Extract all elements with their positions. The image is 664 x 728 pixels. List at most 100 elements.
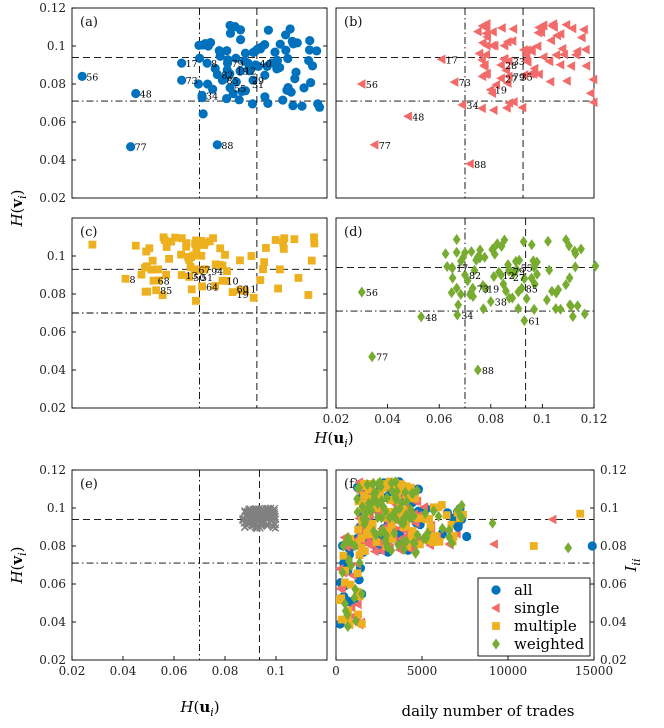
data-point-multiple — [422, 515, 431, 524]
data-point-weighted — [387, 485, 396, 497]
y-tick-label: 0.1 — [47, 501, 66, 515]
data-point — [248, 75, 258, 85]
point-label: 51 — [201, 273, 213, 284]
data-point — [212, 140, 222, 150]
x-axis-title-bottom-left: H(ui) — [179, 698, 219, 719]
y-tick-label: 0.08 — [39, 77, 66, 91]
data-point-single — [335, 584, 345, 594]
data-point — [567, 23, 577, 34]
y-tick-label-right: 0.1 — [600, 501, 619, 515]
data-point — [230, 22, 240, 32]
data-point-multiple — [415, 540, 424, 549]
data-point — [306, 78, 316, 88]
data-point-weighted — [453, 504, 462, 516]
data-point — [223, 267, 231, 276]
y-tick-label: 0.06 — [39, 325, 66, 339]
data-point — [452, 246, 461, 258]
data-point — [538, 20, 548, 31]
data-point-weighted — [429, 505, 438, 517]
data-point — [545, 76, 555, 87]
data-point — [195, 266, 203, 275]
panel-label: (b) — [344, 15, 362, 30]
data-point-weighted — [438, 522, 447, 534]
y-tick-label-right: 0.06 — [600, 577, 627, 591]
ylabel-bottom-text: H(vi) — [8, 546, 29, 584]
data-point-multiple — [376, 489, 385, 498]
data-point — [236, 286, 245, 295]
data-point — [283, 83, 293, 93]
y-tick-label: 0.06 — [39, 577, 66, 591]
data-point — [488, 105, 498, 116]
data-point — [591, 260, 600, 272]
data-point — [496, 60, 505, 70]
data-point — [489, 271, 498, 283]
point-label: 85 — [160, 286, 172, 297]
data-point-weighted — [376, 527, 385, 539]
data-point-weighted — [339, 540, 348, 552]
point-label: 56 — [366, 288, 378, 299]
data-point — [260, 70, 270, 80]
x-tick-label: 0.08 — [477, 412, 504, 426]
data-point-multiple — [426, 523, 435, 531]
data-point-weighted — [355, 557, 364, 569]
data-point — [234, 95, 244, 105]
data-point — [562, 279, 570, 291]
data-point — [573, 300, 582, 312]
y-tick-label: 0.1 — [47, 39, 66, 53]
x-axis-title-mid: H(ui) — [313, 429, 353, 450]
data-point — [449, 77, 459, 87]
data-point — [571, 261, 580, 273]
data-point — [314, 102, 325, 112]
data-point — [486, 296, 495, 308]
point-label: 88 — [482, 366, 494, 377]
data-point — [488, 26, 497, 37]
data-point-weighted — [381, 505, 390, 517]
data-point — [222, 46, 232, 56]
data-point — [241, 507, 249, 515]
point-label: 33 — [513, 57, 525, 68]
data-point — [171, 233, 180, 242]
data-point — [499, 40, 509, 51]
data-point — [566, 61, 576, 71]
data-point — [275, 39, 285, 49]
data-point — [443, 261, 452, 273]
data-point — [470, 264, 479, 276]
data-point — [307, 256, 316, 265]
data-point-weighted — [371, 487, 380, 499]
point-label: 34 — [461, 311, 473, 322]
data-point — [502, 78, 512, 88]
data-point — [216, 244, 225, 253]
data-point-multiple — [399, 505, 408, 514]
data-point — [143, 287, 152, 296]
ylabel-right-text: Iii — [622, 559, 643, 573]
y-tick-label: 0.02 — [39, 653, 66, 667]
point-label: 79 — [513, 72, 525, 83]
data-point-weighted — [343, 620, 352, 633]
data-point-weighted — [383, 541, 392, 553]
data-point — [222, 58, 233, 68]
y-tick-label-right: 0.12 — [600, 463, 627, 477]
data-point — [519, 236, 528, 248]
data-point — [571, 49, 580, 60]
data-point-multiple — [357, 619, 366, 628]
data-point-multiple — [354, 525, 363, 534]
point-label: 60 — [237, 284, 249, 295]
data-point-weighted — [350, 592, 359, 604]
x-tick-label: 0.08 — [212, 664, 239, 678]
y-tick-label: 0.04 — [39, 153, 66, 167]
data-point — [162, 270, 171, 279]
data-point — [297, 101, 307, 111]
data-point — [456, 288, 465, 300]
data-point — [502, 285, 510, 297]
point-label: 55 — [521, 263, 533, 274]
data-point-weighted — [564, 542, 573, 554]
data-point-multiple — [407, 531, 416, 540]
point-label: 17 — [456, 263, 468, 274]
data-point — [162, 243, 171, 251]
data-point-weighted — [391, 476, 400, 488]
data-point — [503, 71, 513, 82]
data-point-multiple — [398, 486, 406, 495]
data-point — [508, 24, 518, 34]
